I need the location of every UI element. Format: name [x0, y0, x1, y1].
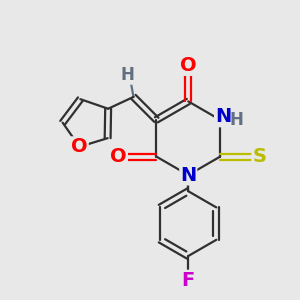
Text: N: N	[215, 107, 231, 126]
Text: F: F	[182, 271, 195, 290]
Text: O: O	[110, 147, 127, 166]
Text: H: H	[121, 66, 134, 84]
Text: S: S	[252, 147, 266, 166]
Text: H: H	[230, 111, 243, 129]
Text: N: N	[180, 166, 196, 184]
Text: O: O	[71, 137, 88, 156]
Text: O: O	[180, 56, 196, 75]
